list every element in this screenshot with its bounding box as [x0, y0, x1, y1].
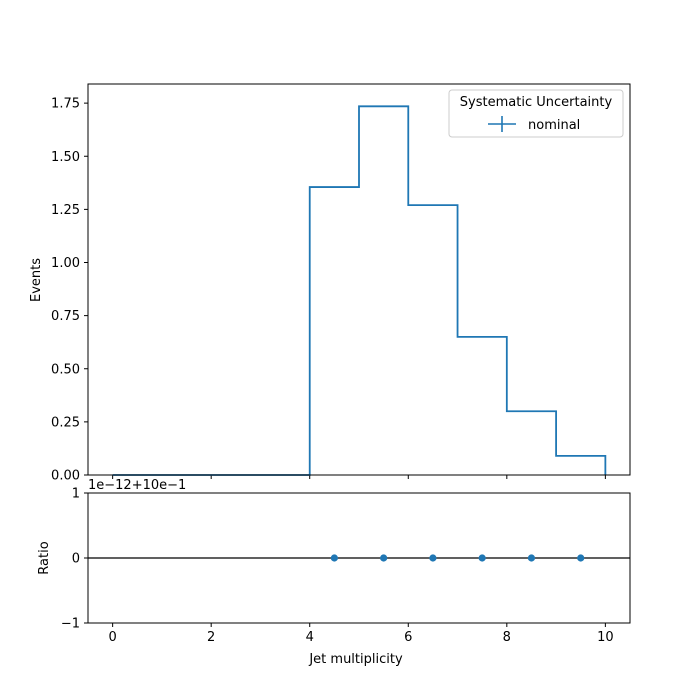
ratio-point [577, 554, 585, 562]
main-y-tick-label: 1.75 [51, 97, 80, 112]
main-y-tick-label: 1.50 [51, 150, 80, 165]
main-y-tick-label: 0.00 [51, 469, 80, 484]
legend-box [448, 89, 624, 138]
main-panel: 0.000.250.500.751.001.251.501.75 Events … [29, 83, 631, 484]
x-tick-label: 10 [597, 630, 614, 645]
ratio-offset-text: 1e−12+10e−1 [88, 478, 186, 493]
ratio-y-tick-label: 0 [72, 552, 80, 567]
main-y-axis-label: Events [29, 258, 44, 302]
x-tick-label: 0 [108, 630, 116, 645]
ratio-point [330, 554, 338, 562]
ratio-point [478, 554, 486, 562]
legend: Systematic Uncertainty nominal [448, 89, 624, 138]
ratio-point [380, 554, 388, 562]
x-tick-label: 8 [503, 630, 511, 645]
main-plot-frame [87, 83, 631, 476]
ratio-point [429, 554, 437, 562]
x-tick-label: 4 [306, 630, 314, 645]
legend-title: Systematic Uncertainty [460, 95, 613, 110]
ratio-y-axis-label: Ratio [37, 541, 52, 574]
ratio-plot-frame [87, 492, 631, 624]
legend-label-nominal: nominal [528, 118, 580, 133]
ratio-y-tick-label: −1 [61, 617, 80, 632]
main-y-tick-label: 1.00 [51, 256, 80, 271]
main-y-tick-label: 0.25 [51, 415, 80, 430]
x-tick-label: 2 [207, 630, 215, 645]
ratio-points [330, 554, 585, 562]
x-tick-label: 6 [404, 630, 412, 645]
main-y-tick-label: 0.75 [51, 309, 80, 324]
legend-errorbar-marker [488, 116, 516, 132]
main-y-tick-label: 0.50 [51, 362, 80, 377]
main-ticks: 0.00 0.25 0.50 0.75 1.00 1.25 1.50 1.75 [51, 97, 606, 484]
main-y-tick-label: 1.25 [51, 203, 80, 218]
ratio-y-tick-label: 1 [72, 487, 80, 502]
x-axis-label: Jet multiplicity [308, 652, 403, 667]
ratio-point [527, 554, 536, 562]
